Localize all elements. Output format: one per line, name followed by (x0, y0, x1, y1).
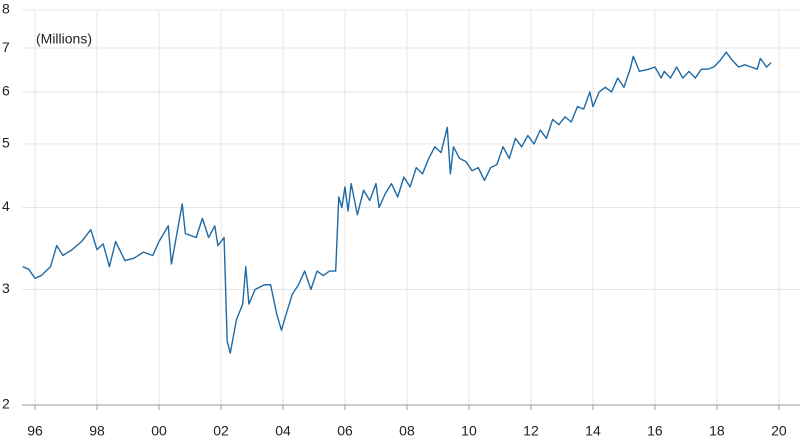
x-tick-label: 18 (709, 423, 725, 439)
x-tick-label: 96 (27, 423, 43, 439)
x-tick-label: 98 (89, 423, 105, 439)
y-tick-label: 4 (2, 198, 10, 214)
x-tick-label: 00 (151, 423, 167, 439)
y-tick-label: 2 (2, 396, 10, 412)
y-tick-label: 8 (2, 1, 10, 17)
data-line (22, 51, 772, 354)
x-tick-label: 06 (337, 423, 353, 439)
x-tick-label: 14 (585, 423, 601, 439)
x-tick-label: 08 (399, 423, 415, 439)
x-tick-label: 16 (647, 423, 663, 439)
y-tick-label: 3 (2, 280, 10, 296)
x-tick-label: 10 (461, 423, 477, 439)
grid (22, 9, 800, 406)
x-tick-label: 20 (771, 423, 787, 439)
y-tick-label: 5 (2, 135, 10, 151)
x-tick-label: 12 (523, 423, 539, 439)
y-tick-label: 6 (2, 83, 10, 99)
x-tick-label: 02 (213, 423, 229, 439)
annotation: (Millions) (36, 31, 92, 47)
x-tick-label: 04 (275, 423, 291, 439)
y-tick-label: 7 (2, 39, 10, 55)
